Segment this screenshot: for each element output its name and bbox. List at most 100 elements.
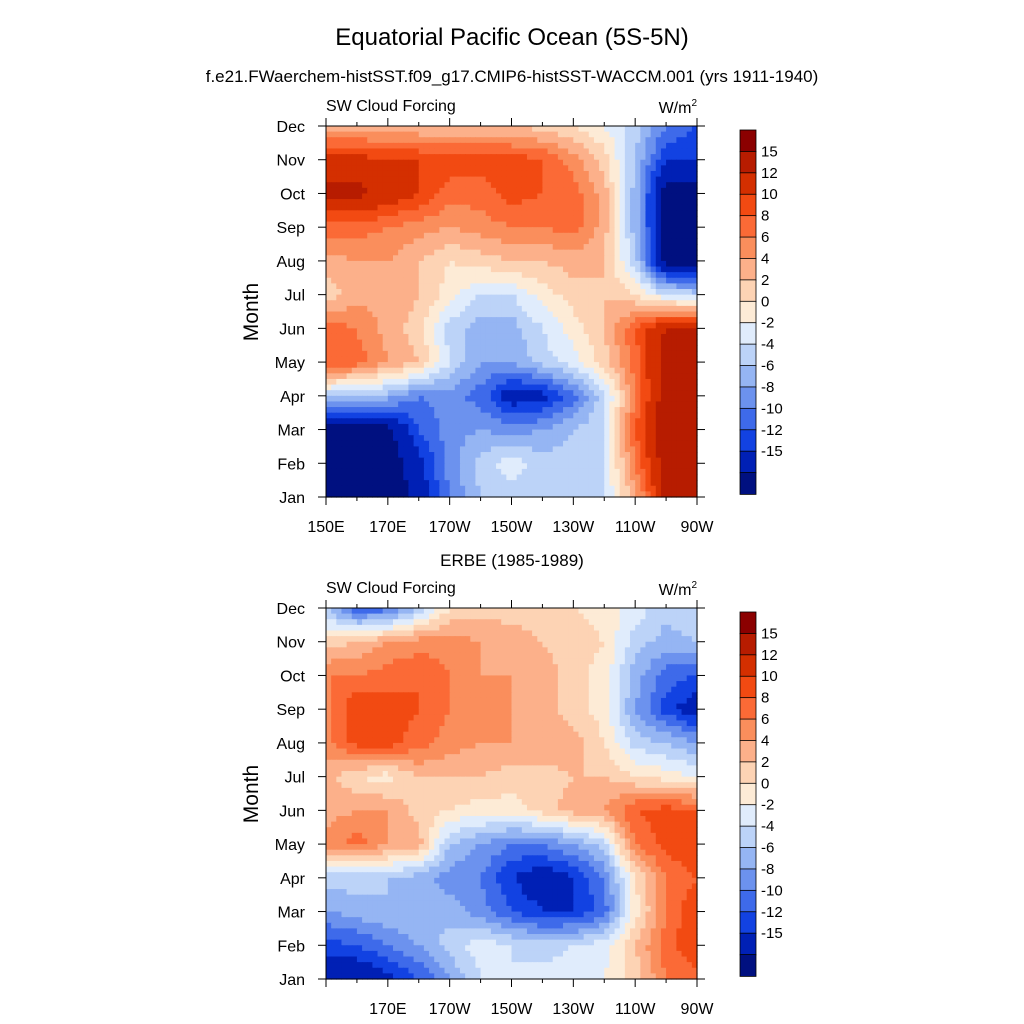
colorbar-label: -12 xyxy=(761,422,783,439)
contour-cell xyxy=(547,283,554,290)
contour-cell xyxy=(490,193,497,200)
contour-cell xyxy=(599,362,605,369)
contour-cell xyxy=(392,199,399,206)
contour-cell xyxy=(573,244,580,251)
contour-cell xyxy=(434,457,440,464)
contour-cell xyxy=(671,199,677,206)
contour-cell xyxy=(336,148,343,155)
contour-cell xyxy=(387,345,394,352)
contour-cell xyxy=(501,423,507,431)
contour-cell xyxy=(475,159,482,166)
contour-cell xyxy=(367,266,373,273)
contour-cell xyxy=(666,204,672,211)
contour-cell xyxy=(485,401,492,408)
contour-cell xyxy=(449,373,456,380)
contour-cell xyxy=(449,608,456,615)
contour-cell xyxy=(429,300,435,307)
contour-cell xyxy=(686,418,693,425)
contour-cell xyxy=(686,187,693,195)
contour-cell xyxy=(604,350,610,358)
contour-cell xyxy=(501,283,507,290)
contour-cell xyxy=(496,613,502,620)
contour-cell xyxy=(367,485,373,492)
contour-cell xyxy=(593,159,600,166)
contour-cell xyxy=(434,249,440,256)
contour-cell xyxy=(666,608,672,615)
contour-cell xyxy=(331,238,337,245)
contour-cell xyxy=(511,418,518,425)
contour-cell xyxy=(449,187,456,195)
contour-cell xyxy=(362,367,368,374)
contour-cell xyxy=(516,407,523,414)
contour-cell xyxy=(392,142,399,150)
contour-cell xyxy=(459,283,466,290)
contour-cell xyxy=(511,204,518,211)
contour-cell xyxy=(418,350,425,358)
contour-cell xyxy=(691,137,698,144)
contour-cell xyxy=(676,170,683,178)
contour-cell xyxy=(681,165,688,172)
contour-cell xyxy=(640,333,647,341)
contour-cell xyxy=(557,232,564,240)
contour-cell xyxy=(557,608,564,615)
contour-cell xyxy=(351,210,358,217)
contour-cell xyxy=(609,401,616,408)
contour-cell xyxy=(382,401,389,408)
contour-cell xyxy=(681,373,688,380)
contour-cell xyxy=(326,485,332,492)
contour-cell xyxy=(532,266,538,273)
contour-cell xyxy=(351,311,358,318)
contour-cell xyxy=(557,440,564,448)
contour-cell xyxy=(377,322,384,329)
contour-cell xyxy=(537,373,544,380)
contour-cell xyxy=(671,255,677,262)
contour-cell xyxy=(356,221,363,228)
contour-cell xyxy=(537,255,544,262)
contour-cell xyxy=(645,170,652,178)
contour-cell xyxy=(326,249,332,256)
contour-cell xyxy=(532,277,538,284)
contour-cell xyxy=(454,480,461,487)
contour-cell xyxy=(552,137,559,144)
contour-cell xyxy=(630,131,636,138)
contour-cell xyxy=(372,328,379,335)
contour-cell xyxy=(614,305,621,313)
contour-cell xyxy=(475,255,482,262)
contour-cell xyxy=(501,148,507,155)
contour-cell xyxy=(593,170,600,178)
contour-cell xyxy=(650,142,657,150)
contour-cell xyxy=(666,311,672,318)
contour-cell xyxy=(645,176,652,183)
contour-cell xyxy=(346,126,353,133)
contour-cell xyxy=(496,311,502,318)
contour-cell xyxy=(470,407,477,414)
contour-cell xyxy=(413,333,420,341)
contour-cell xyxy=(691,238,698,245)
contour-cell xyxy=(496,154,502,161)
contour-cell xyxy=(356,305,363,313)
contour-cell xyxy=(619,187,626,195)
contour-cell xyxy=(485,266,492,273)
contour-cell xyxy=(691,148,698,155)
contour-cell xyxy=(346,210,353,217)
contour-cell xyxy=(563,305,569,313)
contour-cell xyxy=(341,311,348,318)
contour-cell xyxy=(624,395,631,403)
contour-cell xyxy=(434,210,440,217)
contour-cell xyxy=(444,199,451,206)
x-tick-labels: 150E 170E 170W 150W 130W 110W 90W xyxy=(307,519,714,536)
contour-cell xyxy=(470,182,477,189)
contour-cell xyxy=(444,378,451,386)
contour-cell xyxy=(609,457,616,464)
contour-cell xyxy=(490,418,497,425)
contour-cell xyxy=(557,283,564,290)
contour-cell xyxy=(532,272,538,279)
contour-cell xyxy=(655,227,662,234)
contour-cell xyxy=(413,232,420,240)
contour-cell xyxy=(660,148,667,155)
contour-cell xyxy=(614,176,621,183)
contour-cell xyxy=(547,356,554,363)
contour-cell xyxy=(557,187,564,195)
contour-cell xyxy=(645,272,652,279)
contour-cell xyxy=(650,289,657,296)
